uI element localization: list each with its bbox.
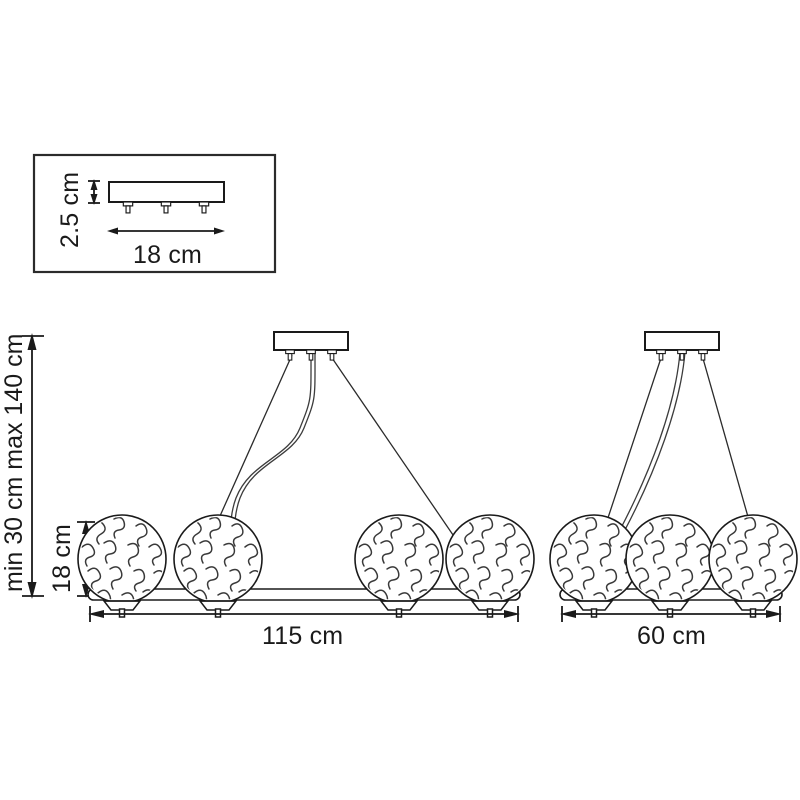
left-canopy <box>273 331 349 351</box>
right-canopy-stub-3 <box>698 349 708 361</box>
inset-height-label: 2.5 cm <box>56 172 84 248</box>
inset-height-dimension <box>88 179 100 205</box>
inset-detail-border <box>32 153 277 274</box>
right-width-dimension <box>560 606 782 622</box>
right-globe-2 <box>626 515 714 617</box>
globe-diameter-label: 18 cm <box>48 524 76 593</box>
right-canopy-stub-1 <box>656 349 666 361</box>
left-canopy-stub-3 <box>327 349 337 361</box>
left-canopy-stub-1 <box>285 349 295 361</box>
right-power-cord-b <box>612 351 686 553</box>
left-width-label: 115 cm <box>262 622 343 650</box>
right-globe-3 <box>709 515 797 617</box>
inset-detail-group: 2.5 cm 18 cm <box>32 153 277 274</box>
right-canopy <box>644 331 720 351</box>
right-width-label: 60 cm <box>637 622 706 650</box>
left-globe-4 <box>446 515 534 617</box>
left-globe-2 <box>174 515 262 617</box>
inset-width-label: 18 cm <box>133 241 202 269</box>
inset-mount-stub-2 <box>160 201 172 214</box>
left-canopy-stub-2 <box>306 349 316 361</box>
inset-canopy-body <box>108 181 225 203</box>
suspension-height-dimension <box>22 333 44 599</box>
left-globe-1 <box>78 515 166 617</box>
left-globe-3 <box>355 515 443 617</box>
right-power-cord-a <box>607 351 681 553</box>
inset-width-dimension <box>107 227 225 235</box>
left-width-dimension <box>88 606 520 622</box>
right-globe-1 <box>550 515 638 617</box>
suspension-height-label: min 30 cm max 140 cm <box>0 334 28 592</box>
fixture-right-group: 60 cm <box>550 331 797 650</box>
inset-mount-stub-1 <box>122 201 134 214</box>
inset-mount-stub-3 <box>198 201 210 214</box>
fixture-left-group: 115 cm <box>78 331 534 650</box>
